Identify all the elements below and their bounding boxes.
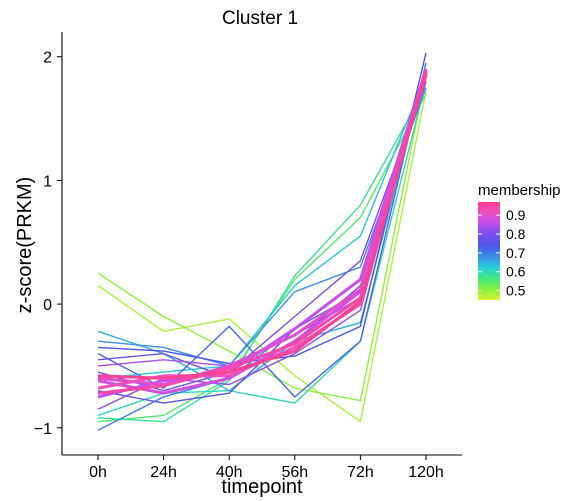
x-tick-label: 0h xyxy=(89,464,107,481)
series-line xyxy=(97,91,427,423)
legend: membership 0.5 0.6 0.7 0.8 0.9 xyxy=(478,182,561,300)
series-line xyxy=(97,87,427,423)
y-axis-title: z-score(PRKM) xyxy=(14,177,36,314)
legend-tick-label: 0.6 xyxy=(506,264,526,280)
series-line xyxy=(97,87,427,367)
legend-tick-label: 0.7 xyxy=(506,245,526,261)
series-line xyxy=(97,75,427,379)
y-tick-label: 0 xyxy=(43,297,52,314)
legend-ticks: 0.5 0.6 0.7 0.8 0.9 xyxy=(478,207,526,299)
legend-title: membership xyxy=(478,182,561,199)
x-axis-ticks: 0h 24h 40h 56h 72h 120h xyxy=(89,455,444,481)
x-axis-title: timepoint xyxy=(221,476,303,498)
chart-title: Cluster 1 xyxy=(222,8,298,29)
y-tick-label: 1 xyxy=(43,173,52,190)
x-tick-label: 40h xyxy=(216,464,243,481)
series-line xyxy=(97,81,427,417)
legend-tick-label: 0.8 xyxy=(506,226,526,242)
series-line xyxy=(97,68,428,386)
x-tick-label: 56h xyxy=(281,464,308,481)
series-layer xyxy=(97,52,428,431)
y-axis-ticks: −1 0 1 2 xyxy=(34,50,62,438)
legend-colorbar xyxy=(478,202,500,300)
series-line xyxy=(97,72,428,380)
x-tick-label: 120h xyxy=(408,464,444,481)
x-tick-label: 72h xyxy=(347,464,374,481)
y-tick-label: −1 xyxy=(34,421,52,438)
legend-tick-label: 0.9 xyxy=(506,207,526,223)
legend-tick-label: 0.5 xyxy=(506,283,526,299)
x-tick-label: 24h xyxy=(150,464,177,481)
y-tick-label: 2 xyxy=(43,50,52,67)
